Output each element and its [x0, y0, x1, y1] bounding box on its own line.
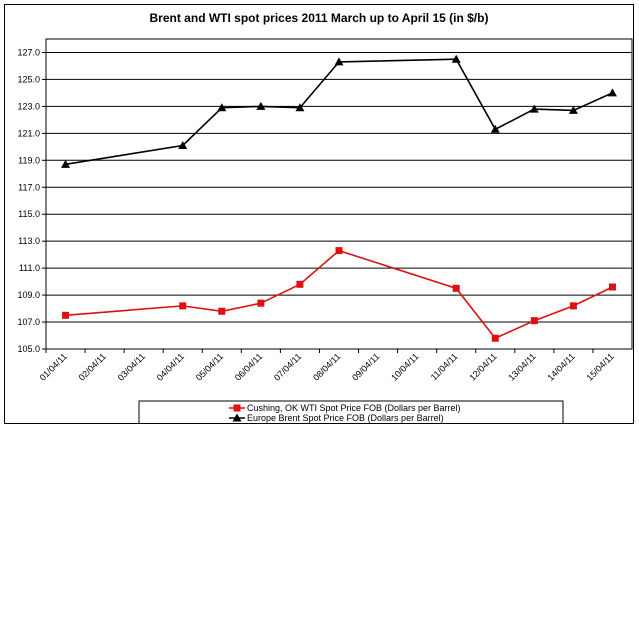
brent-data-point	[529, 104, 539, 113]
plot-border	[45, 38, 633, 350]
brent-data-point	[334, 57, 344, 66]
wti-data-point	[62, 311, 70, 319]
series-line-wti	[65, 249, 613, 340]
wti-data-point	[452, 284, 460, 292]
legend-label: Europe Brent Spot Price FOB (Dollars per…	[247, 413, 444, 423]
brent-data-point	[490, 124, 500, 133]
wti-data-point	[335, 247, 343, 255]
brent-data-point	[568, 105, 578, 114]
wti-data-point	[608, 283, 616, 291]
y-tick-label: 115.0	[18, 209, 40, 219]
chart-title: Brent and WTI spot prices 2011 March up …	[150, 11, 489, 25]
plot-area: 105.0 107.0 109.0 111.0 113.0 115.0 117.0 119.0…	[17, 38, 633, 383]
brent-data-point	[178, 140, 188, 149]
y-tick-label: 113.0	[18, 236, 40, 246]
wti-data-point	[569, 302, 577, 310]
x-tick-label: 09/04/11	[350, 351, 381, 382]
x-tick-label: 03/04/11	[116, 351, 147, 382]
brent-data-point	[217, 103, 227, 112]
wti-data-point	[296, 280, 304, 288]
x-tick-label: 01/04/11	[38, 351, 69, 382]
x-tick-label: 07/04/11	[272, 351, 303, 382]
x-tick-label: 06/04/11	[233, 351, 264, 382]
chart-frame: Brent and WTI spot prices 2011 March up …	[4, 4, 634, 424]
y-tick-label: 105.0	[17, 344, 40, 354]
wti-data-point	[257, 299, 265, 307]
x-tick-label: 15/04/11	[585, 351, 616, 382]
y-tick-label: 109.0	[17, 290, 40, 300]
legend-label: Cushing, OK WTI Spot Price FOB (Dollars …	[247, 403, 461, 413]
y-tick-label: 119.0	[18, 155, 40, 165]
x-tick-label: 02/04/11	[77, 351, 108, 382]
x-tick-label: 10/04/11	[389, 351, 420, 382]
x-tick-label: 12/04/11	[467, 351, 498, 382]
y-tick-label: 127.0	[17, 47, 40, 57]
legend-marker	[232, 413, 242, 422]
x-tick-label: 13/04/11	[506, 351, 537, 382]
wti-data-point	[530, 317, 538, 325]
y-tick-label: 121.0	[17, 128, 40, 138]
brent-data-point	[295, 103, 305, 112]
legend: Cushing, OK WTI Spot Price FOB (Dollars …	[138, 400, 564, 423]
y-tick-label: 117.0	[18, 182, 40, 192]
wti-data-point	[491, 334, 499, 342]
y-tick-label: 125.0	[17, 74, 40, 84]
x-tick-label: 04/04/11	[155, 351, 186, 382]
brent-data-point	[451, 54, 461, 63]
x-tick-label: 11/04/11	[429, 351, 460, 382]
brent-data-point	[607, 88, 617, 97]
x-tick-label: 05/04/11	[194, 351, 225, 382]
y-tick-label: 111.0	[19, 263, 40, 273]
line-chart: Brent and WTI spot prices 2011 March up …	[17, 11, 633, 423]
x-tick-label: 08/04/11	[311, 351, 342, 382]
wti-data-point	[218, 307, 226, 315]
x-tick-label: 14/04/11	[545, 351, 576, 382]
y-tick-label: 107.0	[17, 317, 40, 327]
brent-data-point	[256, 101, 266, 110]
wti-data-point	[179, 302, 187, 310]
brent-data-point	[61, 159, 71, 168]
legend-marker	[233, 404, 241, 412]
y-tick-label: 123.0	[17, 101, 40, 111]
